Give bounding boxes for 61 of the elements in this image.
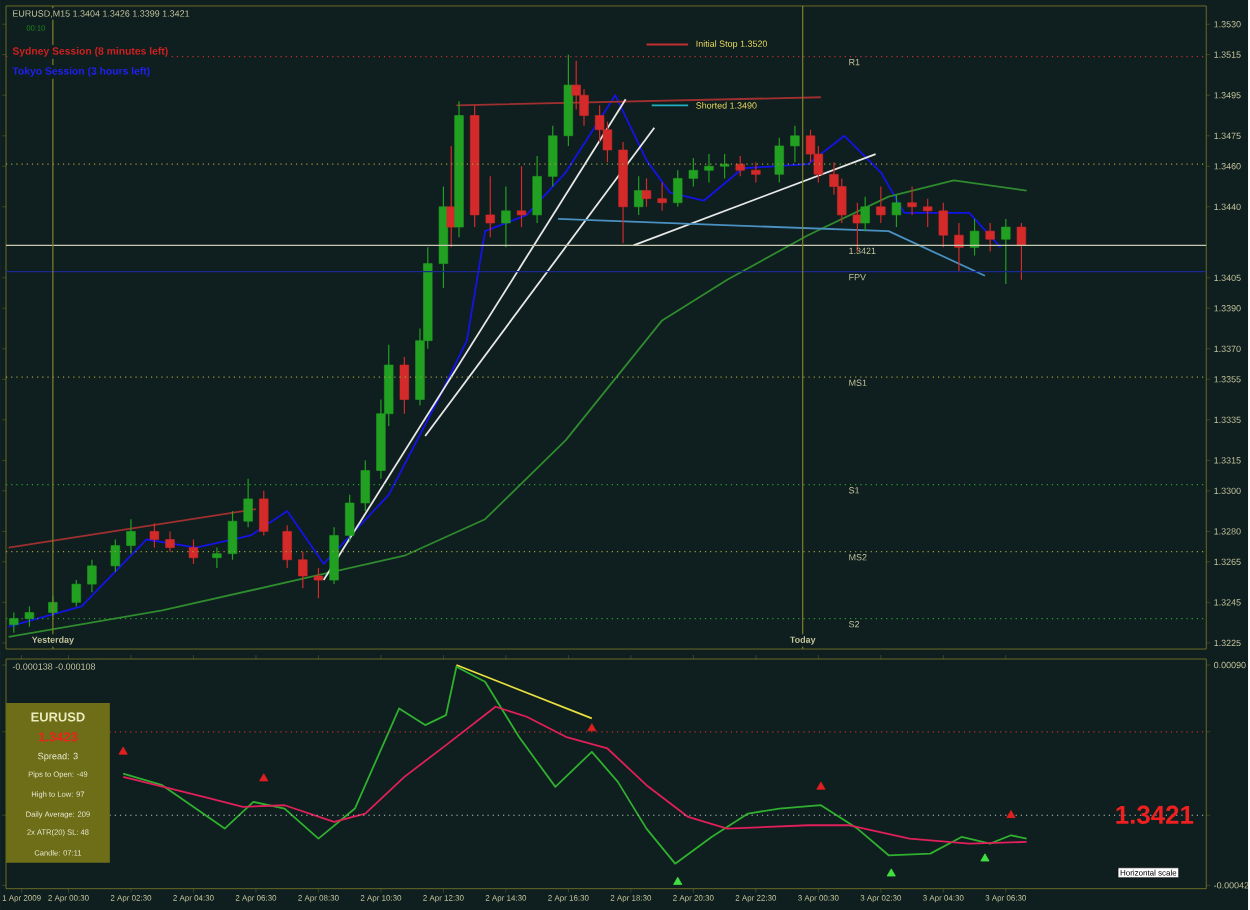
line-series [7, 94, 1002, 628]
candlestick [634, 175, 644, 216]
candlestick [259, 489, 269, 536]
candlestick [923, 197, 933, 228]
point [1006, 809, 1016, 818]
candlestick [243, 477, 253, 528]
candlestick [657, 181, 667, 212]
point [259, 773, 269, 782]
candlestick [985, 222, 995, 252]
candlestick [516, 165, 527, 228]
candlestick [891, 193, 902, 228]
candlestick [329, 526, 339, 585]
candlestick [149, 522, 160, 548]
candlestick [704, 153, 714, 183]
candlestick [688, 157, 699, 187]
candlestick [71, 579, 81, 607]
candlestick [9, 611, 19, 634]
candlestick [227, 510, 238, 561]
candlestick [876, 185, 886, 224]
candlestick [673, 169, 683, 208]
candlestick [774, 136, 784, 183]
candlestick [1001, 218, 1011, 285]
candlestick [1016, 222, 1027, 281]
candlestick [969, 218, 980, 256]
candlestick [790, 124, 800, 163]
candlestick [298, 550, 308, 589]
point [673, 876, 683, 885]
candlestick [501, 185, 511, 248]
candlestick [282, 524, 292, 569]
candlestick [485, 175, 495, 238]
candlestick [446, 145, 456, 248]
annotation: 1.3421 [1116, 805, 1194, 824]
candlestick [313, 566, 324, 599]
line-series [122, 705, 1028, 845]
candlestick [751, 161, 761, 183]
candlestick [345, 493, 355, 542]
point [587, 722, 597, 731]
candlestick [126, 518, 136, 554]
candlestick [24, 605, 35, 627]
point [886, 868, 896, 877]
candlestick [212, 546, 222, 569]
candlestick [87, 558, 97, 593]
point [118, 746, 128, 755]
line-series [7, 179, 1028, 638]
candlestick [399, 356, 410, 414]
candlestick [110, 538, 121, 573]
point [816, 781, 826, 790]
candlestick [735, 155, 745, 177]
candlestick [860, 195, 870, 232]
candlestick [548, 124, 558, 187]
line-series [122, 665, 1028, 865]
candlestick [907, 185, 917, 216]
candlestick [938, 201, 948, 248]
candlestick [188, 538, 199, 565]
candlestick [719, 153, 730, 179]
candlestick [532, 155, 542, 224]
candlestick [165, 530, 175, 552]
point [980, 853, 990, 862]
candlestick [641, 177, 652, 208]
candlestick [954, 222, 964, 272]
candlestick [360, 459, 370, 512]
